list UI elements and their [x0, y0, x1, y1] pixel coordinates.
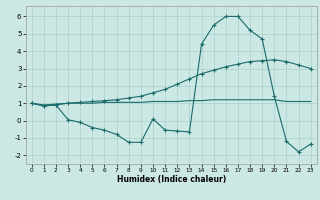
- X-axis label: Humidex (Indice chaleur): Humidex (Indice chaleur): [116, 175, 226, 184]
